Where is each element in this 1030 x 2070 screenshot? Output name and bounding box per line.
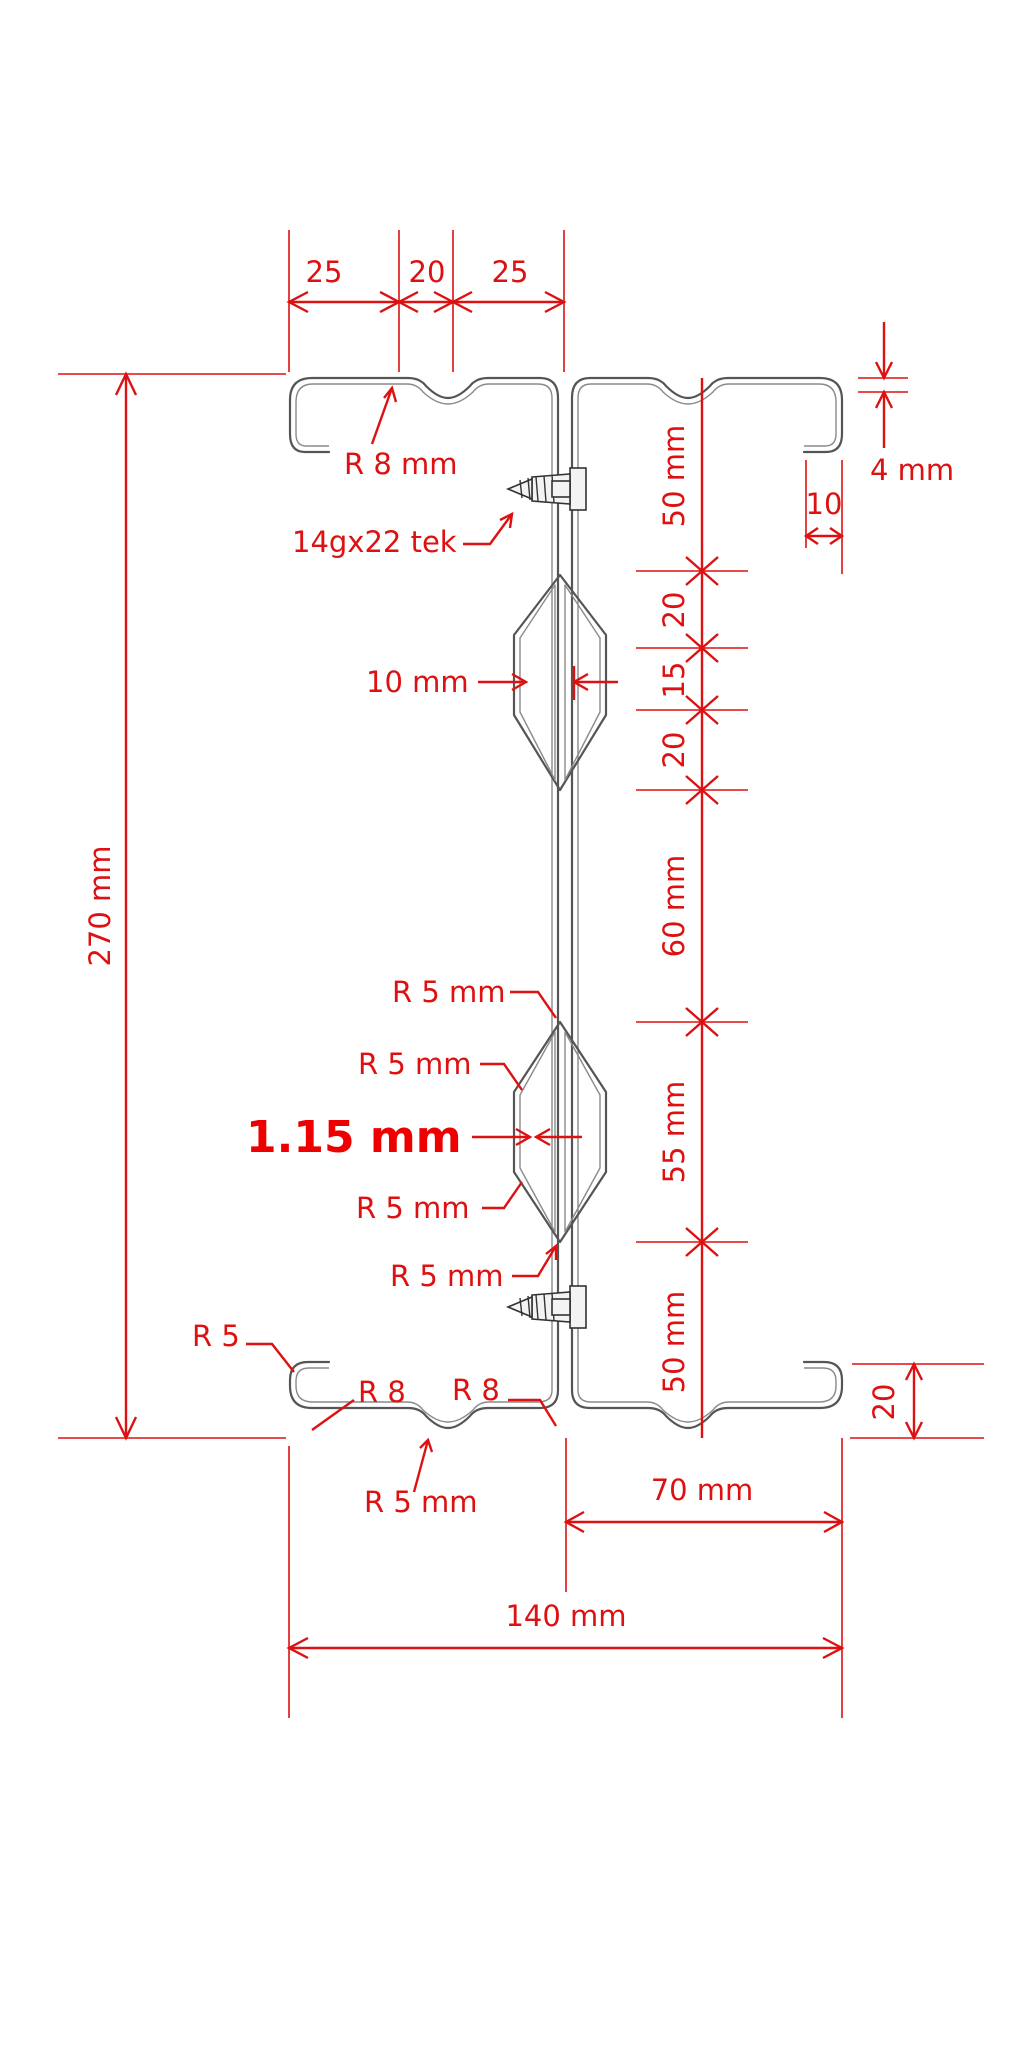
dim-label-50-top: 50 mm <box>657 425 691 528</box>
thickness-label: 1.15 mm <box>246 1112 462 1163</box>
dim-label-60mm: 60 mm <box>657 855 691 958</box>
dim-label-20-a: 20 <box>657 592 691 629</box>
radius-label-r8-right: R 8 <box>452 1373 500 1407</box>
radius-label-r5-lip: R 5 <box>192 1319 240 1353</box>
steel-profile <box>288 376 844 1430</box>
dim-label-50-bottom: 50 mm <box>657 1291 691 1394</box>
dim-label-lip-10: 10 <box>806 487 843 521</box>
radius-label-r5-4: R 5 mm <box>390 1259 504 1293</box>
radius-label-r8-top: R 8 mm <box>344 447 458 481</box>
dim-label-15: 15 <box>657 662 691 699</box>
radius-label-r5-2: R 5 mm <box>358 1047 472 1081</box>
dim-label-top-20: 20 <box>409 255 446 289</box>
dim-label-20-b: 20 <box>657 732 691 769</box>
dimension-lines <box>58 230 984 1718</box>
tek-screw-icon <box>505 467 587 511</box>
dim-label-top-25-left: 25 <box>306 255 343 289</box>
dim-label-4mm: 4 mm <box>870 453 954 487</box>
dim-label-270mm: 270 mm <box>83 845 117 966</box>
dim-label-55mm: 55 mm <box>657 1081 691 1184</box>
screw-label: 14gx22 tek <box>292 525 457 559</box>
tek-screw-icon <box>505 1285 587 1329</box>
radius-label-r5-3: R 5 mm <box>356 1191 470 1225</box>
dim-label-10mm: 10 mm <box>366 665 469 699</box>
radius-label-r8-left: R 8 <box>358 1375 406 1409</box>
dim-label-lip-20: 20 <box>867 1384 901 1421</box>
radius-label-r5-bottom: R 5 mm <box>364 1485 478 1519</box>
radius-label-r5-1: R 5 mm <box>392 975 506 1009</box>
dim-label-70mm: 70 mm <box>651 1473 754 1507</box>
dim-label-140mm: 140 mm <box>505 1599 626 1633</box>
dim-label-top-25-right: 25 <box>492 255 529 289</box>
